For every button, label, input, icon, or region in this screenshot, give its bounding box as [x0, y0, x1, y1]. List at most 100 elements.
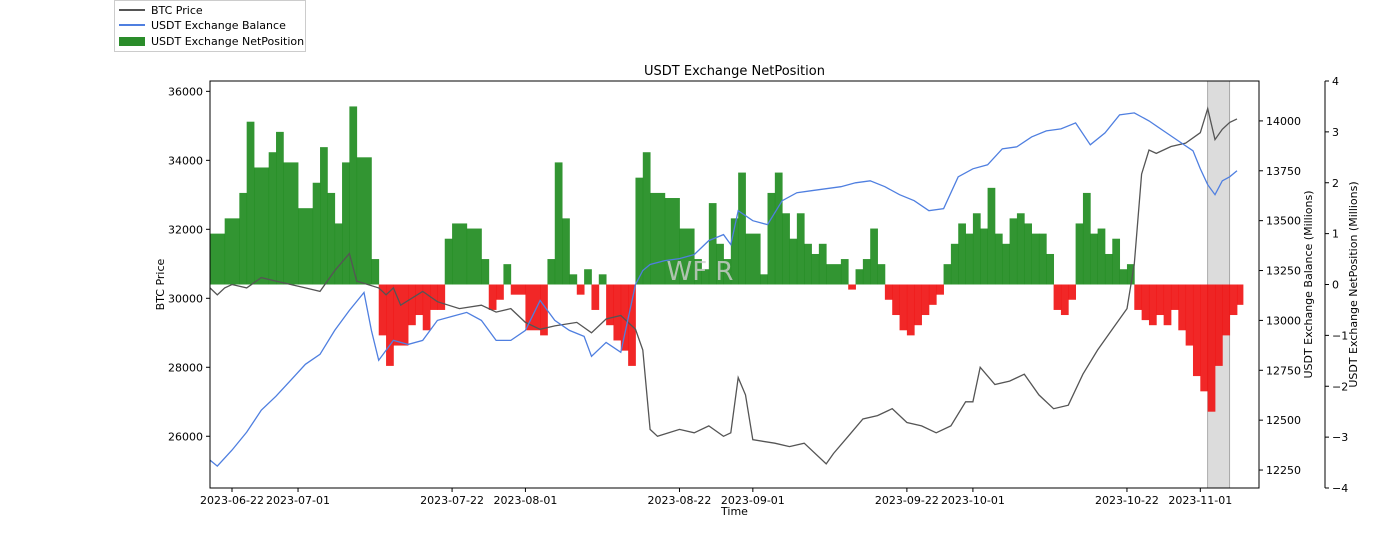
- netposition-bar: [767, 192, 776, 285]
- netposition-bar: [254, 167, 270, 285]
- y-tick-label: −2: [1332, 380, 1348, 393]
- netposition-bar: [1229, 284, 1238, 316]
- netposition-bar: [862, 259, 871, 285]
- y-tick-label: 13500: [1266, 215, 1301, 228]
- netposition-bar: [789, 238, 798, 285]
- x-tick-label: 2023-07-01: [266, 494, 330, 507]
- netposition-bar: [635, 177, 644, 285]
- legend-label-btc: BTC Price: [151, 3, 203, 17]
- netposition-bar: [650, 192, 666, 285]
- usdt-balance-line: [209, 112, 1238, 467]
- netposition-bar: [738, 172, 746, 285]
- legend-item-netposition: USDT Exchange NetPosition: [119, 34, 304, 48]
- y-tick-label: −4: [1332, 482, 1348, 495]
- netposition-bar: [840, 259, 849, 285]
- netposition-bar: [562, 218, 570, 285]
- netposition-bar: [525, 284, 541, 331]
- netposition-bar: [701, 269, 710, 285]
- netposition-bar: [1236, 284, 1244, 305]
- netposition-bar: [994, 233, 1003, 285]
- netposition-bar: [327, 192, 336, 285]
- netposition-bar: [1170, 284, 1179, 310]
- netposition-bar: [1009, 218, 1018, 285]
- legend-swatch-btc: [119, 9, 145, 11]
- y-axis-right-netposition: −4 −3 −2 −1 0 1 2 3 4: [1324, 75, 1348, 495]
- netposition-bar: [415, 284, 424, 316]
- y-tick-label: 34000: [168, 154, 203, 167]
- netposition-bar: [928, 284, 937, 305]
- netposition-bar: [774, 172, 783, 285]
- netposition-bar: [972, 213, 981, 285]
- netposition-bar: [437, 284, 446, 310]
- y-axis-left-label: BTC Price: [154, 258, 167, 310]
- netposition-bar: [1214, 284, 1223, 366]
- netposition-bar: [613, 284, 622, 341]
- y-tick-label: 1: [1332, 228, 1339, 241]
- netposition-bar: [1002, 243, 1010, 285]
- y-tick-label: 13750: [1266, 165, 1301, 178]
- netposition-bar: [510, 284, 526, 295]
- netposition-bar: [210, 233, 226, 285]
- netposition-bar: [877, 264, 886, 285]
- y-tick-label: 12750: [1266, 364, 1301, 377]
- netposition-bar: [723, 259, 732, 285]
- netposition-bar: [1141, 284, 1150, 321]
- netposition-bar: [320, 147, 328, 285]
- netposition-bar: [958, 223, 966, 285]
- netposition-bar: [1148, 284, 1157, 326]
- netposition-bar: [1207, 284, 1216, 412]
- x-tick-label: 2023-06-22: [200, 494, 264, 507]
- x-tick-label: 2023-11-01: [1168, 494, 1232, 507]
- legend-item-usdt-balance: USDT Exchange Balance: [119, 18, 286, 32]
- netposition-bars: [210, 106, 1244, 412]
- netposition-bar: [268, 152, 277, 285]
- netposition-bar: [606, 284, 614, 326]
- y-tick-label: 3: [1332, 126, 1339, 139]
- netposition-bar: [591, 284, 600, 310]
- netposition-bar: [1016, 213, 1025, 285]
- netposition-bar: [1038, 233, 1047, 285]
- legend-item-btc: BTC Price: [119, 3, 203, 17]
- netposition-bar: [664, 198, 680, 285]
- netposition-bar: [547, 259, 556, 285]
- netposition-bar: [1097, 228, 1106, 285]
- x-tick-label: 2023-10-22: [1095, 494, 1159, 507]
- netposition-bar: [1178, 284, 1187, 331]
- y-tick-label: 26000: [168, 430, 203, 443]
- netposition-bar: [936, 284, 944, 295]
- netposition-bar: [584, 269, 592, 285]
- netposition-bar: [1046, 253, 1055, 285]
- netposition-bar: [393, 284, 409, 346]
- netposition-bar: [818, 243, 827, 285]
- x-tick-label: 2023-08-01: [493, 494, 557, 507]
- netposition-bar: [1053, 284, 1062, 310]
- y-tick-label: 13250: [1266, 265, 1301, 278]
- netposition-bar: [452, 223, 468, 285]
- legend: BTC Price USDT Exchange Balance USDT Exc…: [114, 0, 306, 52]
- y-axis-left: 26000 28000 30000 32000 34000 36000: [168, 85, 210, 443]
- legend-label-netposition: USDT Exchange NetPosition: [151, 34, 305, 48]
- x-tick-label: 2023-08-22: [648, 494, 712, 507]
- netposition-bar: [312, 182, 321, 285]
- netposition-bar: [1200, 284, 1209, 392]
- netposition-bar: [334, 223, 343, 285]
- netposition-bar: [342, 162, 350, 285]
- netposition-bar: [444, 238, 453, 285]
- netposition-bar: [694, 259, 702, 285]
- netposition-bar: [598, 274, 607, 285]
- y-tick-label: 32000: [168, 223, 203, 236]
- plot-frame: [209, 80, 1260, 489]
- netposition-bar: [371, 259, 380, 285]
- netposition-bar: [1192, 284, 1201, 377]
- netposition-bar: [554, 162, 563, 285]
- netposition-bar: [1112, 238, 1121, 285]
- netposition-bar: [884, 284, 893, 300]
- netposition-bar: [378, 284, 387, 336]
- y-tick-label: 0: [1332, 279, 1339, 292]
- netposition-bar: [1156, 284, 1165, 316]
- netposition-bar: [1222, 284, 1231, 336]
- netposition-bar: [239, 192, 248, 285]
- netposition-bar: [1024, 223, 1032, 285]
- netposition-bar: [826, 264, 842, 285]
- x-axis: 2023-06-22 2023-07-01 2023-07-22 2023-08-01…: [200, 488, 1232, 507]
